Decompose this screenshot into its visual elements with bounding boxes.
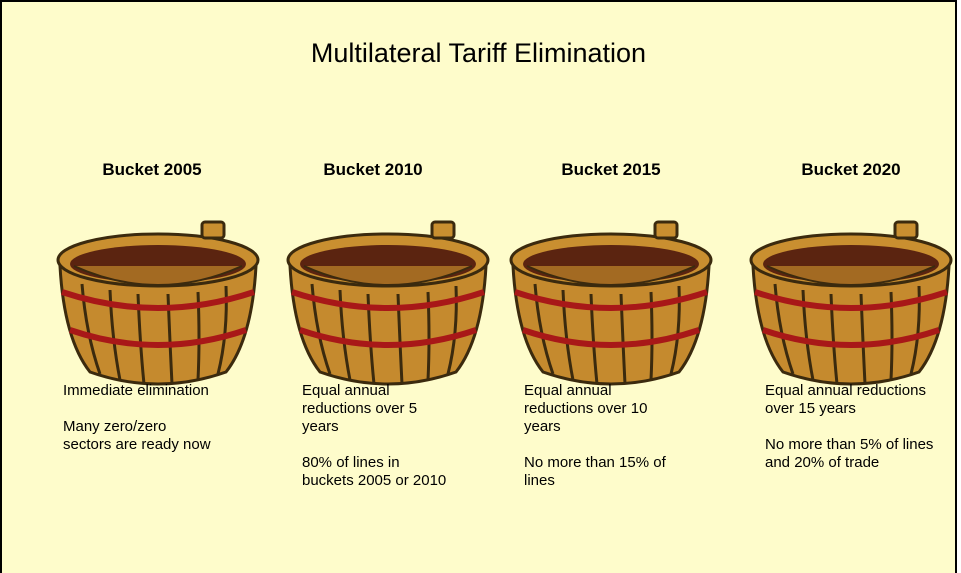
bucket-point: Many zero/zero sectors are ready now <box>63 418 213 454</box>
bucket-point: Immediate elimination <box>63 382 213 400</box>
bucket-heading: Bucket 2005 <box>42 160 262 180</box>
slide: Multilateral Tariff Elimination Bucket 2… <box>0 0 957 573</box>
bucket-image <box>505 214 717 390</box>
bucket-text: Equal annual reductions over 5 years 80% … <box>302 382 452 508</box>
bucket-point: Equal annual reductions over 15 years <box>765 382 940 418</box>
bucket-point: Equal annual reductions over 10 years <box>524 382 684 436</box>
bucket-text: Immediate elimination Many zero/zero sect… <box>63 382 213 472</box>
slide-title: Multilateral Tariff Elimination <box>2 38 955 69</box>
bucket-heading: Bucket 2010 <box>263 160 483 180</box>
bucket-image <box>52 214 264 390</box>
bucket-point: No more than 5% of lines and 20% of trad… <box>765 436 940 472</box>
bucket-image <box>282 214 494 390</box>
bucket-heading: Bucket 2015 <box>501 160 721 180</box>
bucket-text: Equal annual reductions over 15 years No … <box>765 382 940 490</box>
bucket-point: Equal annual reductions over 5 years <box>302 382 452 436</box>
bucket-point: 80% of lines in buckets 2005 or 2010 <box>302 454 452 490</box>
bucket-point: No more than 15% of lines <box>524 454 684 490</box>
bucket-image <box>745 214 957 390</box>
bucket-heading: Bucket 2020 <box>741 160 961 180</box>
bucket-text: Equal annual reductions over 10 years No … <box>524 382 684 508</box>
